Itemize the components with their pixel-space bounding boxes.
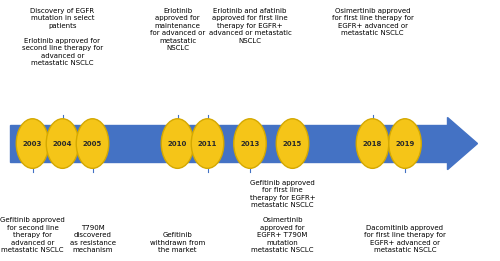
Text: T790M
discovered
as resistance
mechanism: T790M discovered as resistance mechanism: [70, 225, 116, 253]
Text: Osimertinib approved
for first line therapy for
EGFR+ advanced or
metastatic NSC: Osimertinib approved for first line ther…: [332, 8, 413, 36]
Ellipse shape: [161, 119, 194, 168]
Ellipse shape: [389, 119, 421, 168]
Ellipse shape: [234, 119, 266, 168]
Ellipse shape: [356, 119, 389, 168]
Text: Gefitinib approved
for second line
therapy for
advanced or
metastatic NSCLC: Gefitinib approved for second line thera…: [0, 217, 65, 253]
FancyArrow shape: [448, 117, 478, 170]
Text: Dacomitinib approved
for first line therapy for
EGFR+ advanced or
metastatic NSC: Dacomitinib approved for first line ther…: [364, 225, 446, 253]
Text: Gefitinib
withdrawn from
the market: Gefitinib withdrawn from the market: [150, 232, 205, 253]
Text: Erlotinib and afatinib
approved for first line
therapy for EGFR+
advanced or met: Erlotinib and afatinib approved for firs…: [208, 8, 292, 44]
Text: Gefitinib approved
for first line
therapy for EGFR+
metastatic NSCLC

Osimertini: Gefitinib approved for first line therap…: [250, 180, 316, 253]
Text: 2019: 2019: [396, 141, 414, 146]
Ellipse shape: [46, 119, 79, 168]
Ellipse shape: [16, 119, 49, 168]
Text: 2004: 2004: [53, 141, 72, 146]
Text: 2005: 2005: [83, 141, 102, 146]
Text: 2003: 2003: [23, 141, 42, 146]
Text: 2011: 2011: [198, 141, 217, 146]
Text: 2018: 2018: [363, 141, 382, 146]
Text: Erlotinib
approved for
maintenance
for advanced or
metastatic
NSCLC: Erlotinib approved for maintenance for a…: [150, 8, 205, 51]
Bar: [10, 125, 448, 162]
Ellipse shape: [191, 119, 224, 168]
Ellipse shape: [276, 119, 309, 168]
Text: 2010: 2010: [168, 141, 187, 146]
Ellipse shape: [76, 119, 109, 168]
Text: 2013: 2013: [240, 141, 260, 146]
Text: Discovery of EGFR
mutation in select
patients

Erlotinib approved for
second lin: Discovery of EGFR mutation in select pat…: [22, 8, 103, 66]
Text: 2015: 2015: [283, 141, 302, 146]
